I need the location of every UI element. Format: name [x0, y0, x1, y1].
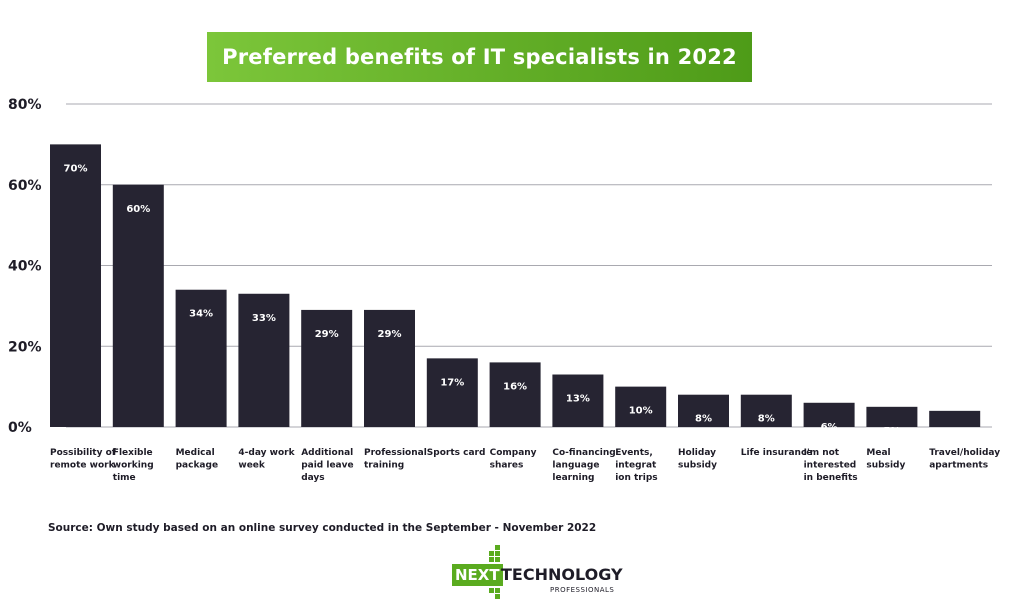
chart-title: Preferred benefits of IT specialists in … — [222, 45, 737, 69]
bar — [552, 374, 604, 427]
x-tick-label: I'm not interested in benefits — [804, 448, 858, 483]
data-label: 29% — [378, 329, 402, 340]
data-label: 8% — [758, 414, 775, 425]
data-label: 33% — [252, 313, 276, 324]
x-tick-label: Meal subsidy — [866, 448, 905, 471]
x-tick-label: Flexible working time — [113, 448, 154, 483]
logo-technology-text: TECHNOLOGY — [501, 565, 623, 584]
bar — [175, 289, 227, 427]
bar — [678, 394, 729, 427]
bar — [489, 362, 541, 427]
data-label: 16% — [503, 381, 527, 392]
x-tick-label: Medical package — [176, 448, 218, 471]
bar — [426, 358, 478, 427]
data-label: 13% — [566, 394, 590, 405]
x-tick-label: Professional training — [364, 448, 427, 471]
y-tick-label: 60% — [8, 178, 42, 194]
y-tick-label: 80% — [8, 97, 42, 113]
data-label: 29% — [315, 329, 339, 340]
x-tick-label: Possibility of remote work — [50, 448, 116, 471]
bar — [112, 184, 164, 427]
bar — [364, 309, 415, 427]
data-label: 70% — [64, 163, 88, 174]
data-label: 6% — [821, 422, 838, 433]
bar — [238, 293, 290, 427]
data-label: 60% — [126, 204, 150, 215]
bar — [803, 402, 855, 427]
y-tick-label: 40% — [8, 259, 42, 275]
y-tick-label: 20% — [8, 339, 42, 355]
bar — [615, 386, 667, 427]
x-tick-label: Holiday subsidy — [678, 448, 717, 471]
data-label: 34% — [189, 309, 213, 320]
x-tick-label: Sports card — [427, 448, 486, 458]
logo-professionals-text: PROFESSIONALS — [550, 586, 615, 594]
y-tick-label: 0% — [8, 420, 32, 436]
bar — [50, 144, 101, 427]
x-tick-label: 4-day work week — [238, 448, 295, 471]
data-label: 10% — [629, 406, 653, 417]
chart-title-banner: Preferred benefits of IT specialists in … — [207, 32, 752, 82]
logo-next-text: NEXT — [452, 564, 503, 586]
data-label: 4% — [946, 430, 963, 441]
bar — [740, 394, 792, 427]
company-logo: NEXT TECHNOLOGY PROFESSIONALS — [452, 543, 623, 599]
x-tick-label: Life insurance — [741, 448, 813, 458]
x-tick-label: Travel/holiday apartments — [929, 448, 1000, 471]
x-tick-label: Additional paid leave days — [301, 448, 353, 483]
x-tick-label: Co-financing language learning — [552, 448, 615, 483]
x-tick-label: Company shares — [490, 448, 537, 471]
source-note: Source: Own study based on an online sur… — [48, 522, 597, 534]
bar — [929, 410, 981, 427]
bar — [866, 406, 918, 427]
data-label: 8% — [695, 414, 712, 425]
data-label: 5% — [883, 426, 900, 437]
x-tick-label: Events, integrat ion trips — [615, 448, 657, 483]
data-label: 17% — [440, 377, 464, 388]
bar — [301, 309, 353, 427]
